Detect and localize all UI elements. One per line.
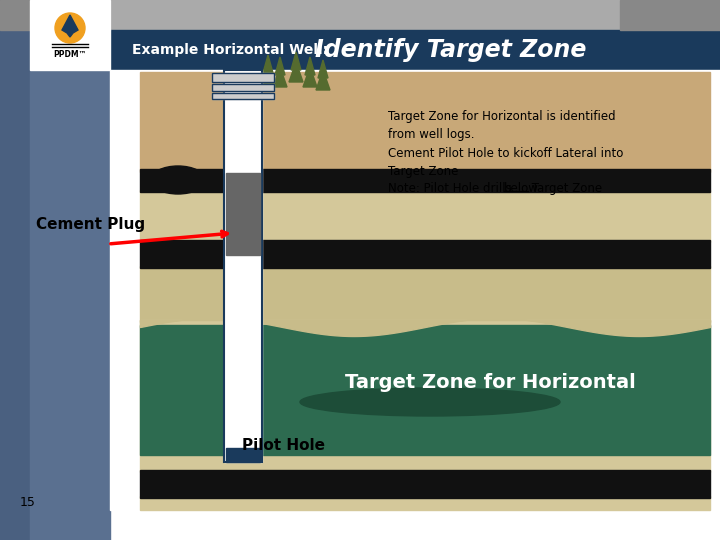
Bar (0, 0, 30, 540)
Bar (212, 84, 274, 91)
Bar (0, 0, 110, 30)
Text: Example Horizontal Well:: Example Horizontal Well: (132, 43, 333, 57)
Bar (0, 0, 720, 30)
Text: 15: 15 (20, 496, 36, 509)
Bar (30, 0, 110, 70)
Polygon shape (316, 70, 330, 90)
Bar (140, 190, 710, 242)
Polygon shape (318, 60, 328, 78)
Text: Target Zone for Horizontal: Target Zone for Horizontal (345, 373, 635, 392)
Bar (212, 93, 274, 99)
Ellipse shape (55, 13, 85, 43)
Bar (212, 73, 274, 82)
Bar (30, 70, 110, 540)
Text: Identify Target Zone: Identify Target Zone (315, 38, 586, 62)
Bar (212, 73, 274, 82)
Text: Note: Pilot Hole drills: Note: Pilot Hole drills (388, 182, 516, 195)
Polygon shape (291, 52, 301, 70)
Text: PPDM™: PPDM™ (53, 50, 86, 59)
Text: Target Zone for Horizontal is identified
from well logs.: Target Zone for Horizontal is identified… (388, 110, 616, 141)
Text: Target Zone: Target Zone (528, 182, 602, 195)
Text: Pilot Hole: Pilot Hole (241, 438, 325, 453)
Ellipse shape (190, 476, 300, 496)
Text: Cement Pilot Hole to kickoff Lateral into
Target Zone: Cement Pilot Hole to kickoff Lateral int… (388, 147, 624, 178)
Bar (224, 70, 262, 462)
Polygon shape (305, 57, 315, 75)
Bar (110, 30, 720, 70)
Bar (140, 496, 710, 510)
Bar (140, 470, 710, 498)
Ellipse shape (150, 166, 205, 194)
Bar (212, 84, 274, 91)
Polygon shape (263, 55, 273, 73)
Bar (226, 448, 260, 462)
Bar (140, 266, 710, 322)
Polygon shape (303, 67, 317, 87)
Bar (140, 72, 710, 172)
Bar (224, 70, 262, 462)
Bar (226, 173, 260, 255)
Ellipse shape (300, 388, 560, 416)
Bar (110, 70, 720, 510)
Polygon shape (261, 65, 275, 85)
Bar (140, 240, 710, 268)
Bar (140, 169, 710, 192)
Bar (140, 320, 710, 472)
Text: Cement Plug: Cement Plug (36, 218, 145, 233)
Polygon shape (289, 62, 303, 82)
Polygon shape (275, 57, 285, 75)
Bar (140, 325, 710, 455)
Text: below: below (504, 182, 539, 195)
Bar (212, 93, 274, 99)
Bar (620, 0, 720, 30)
Polygon shape (273, 67, 287, 87)
Polygon shape (62, 15, 78, 37)
